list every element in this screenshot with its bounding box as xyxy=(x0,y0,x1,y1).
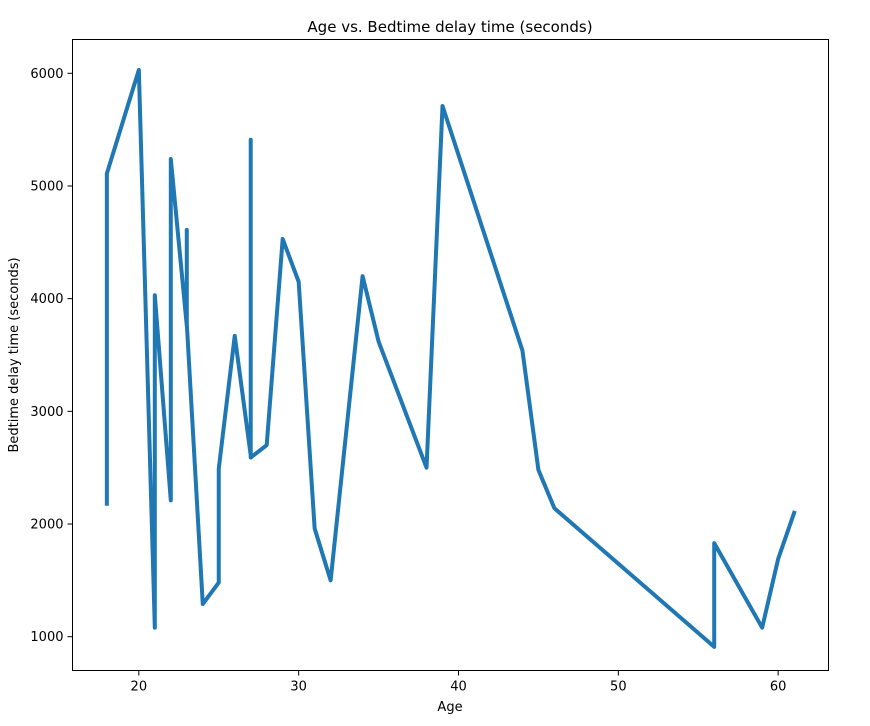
y-tick-label: 3000 xyxy=(30,405,63,420)
y-tick-label: 5000 xyxy=(30,179,63,194)
x-tick-label: 30 xyxy=(290,680,307,695)
x-tick-label: 20 xyxy=(131,680,148,695)
plot-area-frame xyxy=(72,39,829,671)
x-tick-label: 60 xyxy=(770,680,787,695)
x-axis-label: Age xyxy=(437,700,462,715)
chart-title: Age vs. Bedtime delay time (seconds) xyxy=(307,18,592,36)
y-tick-label: 2000 xyxy=(30,518,63,533)
y-tick-label: 4000 xyxy=(30,292,63,307)
y-tick-label: 1000 xyxy=(30,630,63,645)
series-layer xyxy=(104,67,797,649)
y-tick-label: 6000 xyxy=(30,67,63,82)
y-axis: 1000 2000 3000 4000 5000 6000 xyxy=(30,67,73,645)
y-axis-label: Bedtime delay time (seconds) xyxy=(7,257,22,452)
x-tick-label: 50 xyxy=(610,680,627,695)
x-tick-label: 40 xyxy=(450,680,467,695)
series-line xyxy=(104,67,797,649)
x-axis: 20 30 40 50 60 xyxy=(131,670,787,695)
